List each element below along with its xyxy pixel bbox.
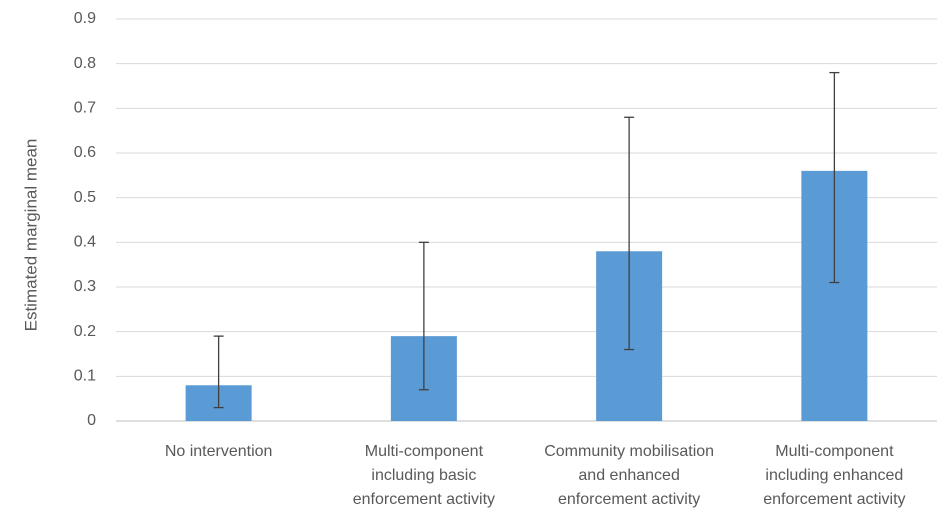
- y-tick-label: 0.8: [74, 55, 96, 72]
- x-category-label: Community mobilisation: [544, 443, 714, 460]
- y-tick-label: 0.3: [74, 278, 96, 295]
- x-category-label: including enhanced: [765, 467, 903, 484]
- y-axis-ticks: 0 0.1 0.2 0.3 0.4 0.5 0.6 0.7 0.8 0.9: [74, 10, 96, 429]
- y-tick-label: 0: [87, 412, 96, 429]
- error-bars: [213, 71, 840, 409]
- x-category-label: and enhanced: [578, 467, 679, 484]
- x-category-label: enforcement activity: [763, 491, 905, 508]
- y-tick-label: 0.1: [74, 368, 96, 385]
- x-category-label: Multi-component: [775, 443, 894, 460]
- x-category-label: Multi-component: [365, 443, 484, 460]
- x-axis-categories: No intervention Multi-component including …: [165, 443, 906, 508]
- error-bar: [418, 241, 429, 391]
- y-tick-label: 0.4: [74, 234, 96, 251]
- gridlines: [116, 18, 937, 422]
- y-tick-label: 0.6: [74, 144, 96, 161]
- y-tick-label: 0.2: [74, 323, 96, 340]
- error-bar: [213, 335, 224, 409]
- y-tick-label: 0.5: [74, 189, 96, 206]
- x-category-label: No intervention: [165, 443, 273, 460]
- error-bar: [624, 116, 635, 351]
- y-tick-label: 0.9: [74, 10, 96, 27]
- y-axis-label: Estimated marginal mean: [21, 139, 40, 332]
- bars: [185, 170, 868, 421]
- error-bar: [829, 71, 840, 284]
- y-tick-label: 0.7: [74, 100, 96, 117]
- x-category-label: including basic: [371, 467, 476, 484]
- x-category-label: enforcement activity: [353, 491, 495, 508]
- x-category-label: enforcement activity: [558, 491, 700, 508]
